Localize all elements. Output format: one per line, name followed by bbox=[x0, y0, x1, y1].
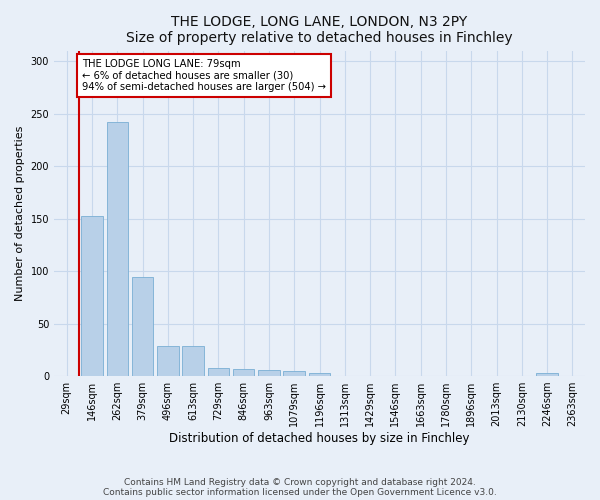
Y-axis label: Number of detached properties: Number of detached properties bbox=[15, 126, 25, 301]
Text: Contains HM Land Registry data © Crown copyright and database right 2024.
Contai: Contains HM Land Registry data © Crown c… bbox=[103, 478, 497, 497]
Bar bbox=[309, 373, 330, 376]
X-axis label: Distribution of detached houses by size in Finchley: Distribution of detached houses by size … bbox=[169, 432, 470, 445]
Text: THE LODGE LONG LANE: 79sqm
← 6% of detached houses are smaller (30)
94% of semi-: THE LODGE LONG LANE: 79sqm ← 6% of detac… bbox=[82, 59, 326, 92]
Bar bbox=[233, 368, 254, 376]
Bar bbox=[208, 368, 229, 376]
Bar bbox=[132, 278, 153, 376]
Bar bbox=[81, 216, 103, 376]
Bar bbox=[182, 346, 204, 376]
Bar bbox=[283, 371, 305, 376]
Bar bbox=[107, 122, 128, 376]
Bar bbox=[258, 370, 280, 376]
Title: THE LODGE, LONG LANE, LONDON, N3 2PY
Size of property relative to detached house: THE LODGE, LONG LANE, LONDON, N3 2PY Siz… bbox=[126, 15, 513, 45]
Bar bbox=[536, 373, 558, 376]
Bar bbox=[157, 346, 179, 376]
